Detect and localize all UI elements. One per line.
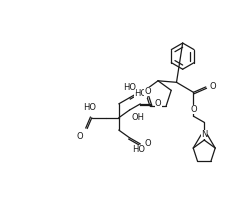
Text: HO: HO — [83, 103, 96, 112]
Text: HO: HO — [123, 83, 136, 92]
Text: O: O — [144, 139, 151, 149]
Text: O: O — [144, 87, 151, 96]
Text: OH: OH — [131, 113, 144, 122]
Text: HO: HO — [134, 89, 147, 98]
Text: O: O — [191, 106, 197, 114]
Text: O: O — [155, 99, 162, 108]
Text: HO: HO — [132, 145, 145, 155]
Text: O: O — [210, 82, 216, 91]
Text: N: N — [201, 130, 207, 139]
Text: O: O — [77, 132, 83, 141]
